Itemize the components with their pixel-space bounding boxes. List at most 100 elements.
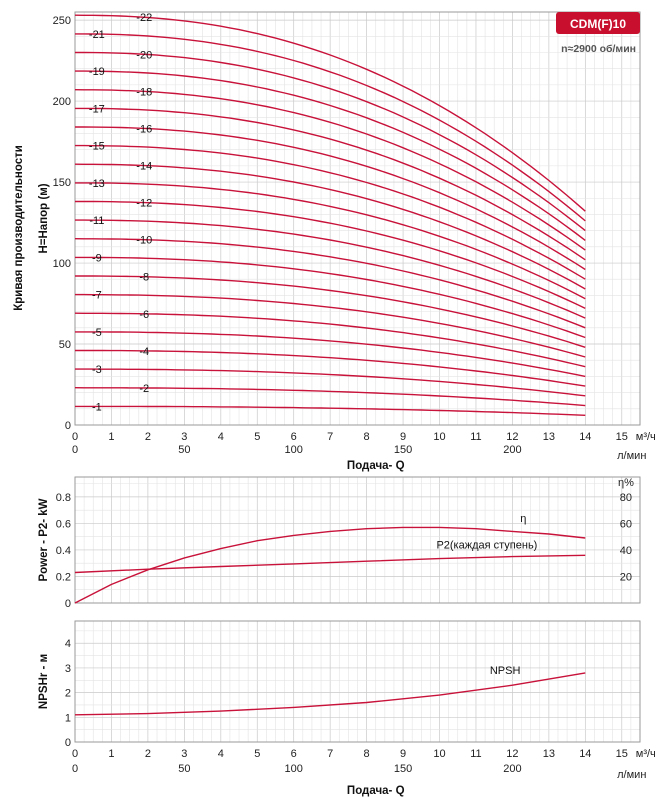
y-tick-label-npsh: 2: [65, 688, 71, 700]
head-curve-5: [75, 331, 586, 378]
head-curve-18: [74, 89, 586, 251]
power-chart-panel: 0 0.2 0.4 0.6 0.8 20 40 60 80 η% Power - P2- kW η P2…: [38, 476, 641, 610]
x-tick-label-lmin: 100: [285, 444, 303, 456]
x-tick-label-m3h: 4: [218, 748, 224, 760]
x-tick-label-m3h: 14: [579, 748, 591, 760]
x-tick-label-lmin: 200: [503, 763, 521, 775]
head-curve-16: [75, 126, 586, 271]
y-axis-title-head: H=Напор (м): [38, 183, 50, 253]
head-curve-label: -4: [139, 346, 149, 358]
x-tick-label-lmin: 150: [394, 763, 412, 775]
x-tick-label-m3h: 12: [506, 431, 518, 443]
plot-frame: [74, 11, 641, 426]
y-tick-label-eta: 80: [620, 492, 632, 504]
x-tick-label-m3h: 14: [579, 431, 591, 443]
x-tick-label-m3h: 8: [364, 431, 370, 443]
x-tick-label-m3h: 7: [327, 748, 333, 760]
x-tick-label-m3h: 13: [543, 431, 555, 443]
head-curve-2: [74, 387, 586, 407]
x-unit-m3h: м³/ч: [636, 431, 656, 443]
head-curve-17: [75, 107, 586, 261]
x-tick-label-lmin: 150: [394, 444, 412, 456]
x-tick-label-m3h: 3: [181, 748, 187, 760]
y-tick-label-eta: 20: [620, 571, 632, 583]
y-tick-label-npsh: 1: [65, 712, 71, 724]
head-curve-14: [74, 163, 586, 290]
npsh-curve: [74, 672, 586, 716]
y-tick-label-head: 250: [53, 15, 71, 27]
head-curve-label: -11: [89, 215, 104, 227]
y-tick-label-power: 0.8: [56, 492, 71, 504]
plot-frame: [74, 620, 641, 743]
x-tick-label-m3h: 2: [145, 431, 151, 443]
y-tick-label-eta: 40: [620, 545, 632, 557]
head-curve-label: -7: [92, 290, 102, 302]
y-tick-label-power: 0.6: [56, 518, 71, 530]
y-tick-label-power: 0.2: [56, 571, 71, 583]
x-tick-label-m3h: 9: [400, 431, 406, 443]
x-tick-label-m3h: 10: [433, 431, 445, 443]
x-axis-title: Подача- Q: [347, 460, 405, 472]
head-curve-label: -20: [136, 49, 152, 61]
head-curve-label: -19: [89, 66, 105, 78]
head-curve-label: -8: [139, 272, 149, 284]
head-curve-label: -14: [136, 161, 152, 173]
x-tick-label-lmin: 0: [72, 763, 78, 775]
x-tick-label-m3h: 11: [470, 748, 481, 760]
x-tick-label-m3h: 0: [72, 748, 78, 760]
performance-curve-side-label: Кривая производительности: [13, 145, 25, 311]
x-tick-label-m3h: 2: [145, 748, 151, 760]
head-curve-9: [75, 256, 586, 339]
efficiency-curve: [74, 526, 586, 604]
power-curve-label: P2(каждая ступень): [436, 540, 537, 552]
head-curve-label: -22: [136, 12, 152, 24]
x-tick-label-lmin: 200: [503, 444, 521, 456]
head-curve-label: -2: [139, 383, 149, 395]
model-badge: CDM(F)10: [556, 12, 640, 34]
head-curve-10: [74, 238, 586, 329]
x-tick-label-m3h: 1: [108, 431, 114, 443]
speed-label: n≈2900 об/мин: [561, 43, 636, 55]
head-curve-1: [75, 405, 586, 416]
x-tick-label-m3h: 6: [291, 431, 297, 443]
x-unit-lmin: л/мин: [617, 769, 646, 781]
x-tick-label-m3h: 7: [327, 431, 333, 443]
y-axis-title-eta: η%: [618, 477, 634, 489]
model-badge-background: [556, 12, 640, 34]
head-curve-label: -15: [89, 141, 105, 153]
head-curve-8: [75, 275, 586, 348]
x-unit-m3h: м³/ч: [636, 748, 656, 760]
head-curve-13: [75, 182, 586, 300]
head-curve-20: [75, 51, 586, 232]
plot-frame: [74, 476, 641, 604]
y-tick-label-head: 200: [53, 96, 71, 108]
x-axis-title: Подача- Q: [347, 785, 405, 797]
head-curve-label: -3: [92, 364, 102, 376]
y-tick-label-npsh: 3: [65, 663, 71, 675]
head-curve-3: [75, 368, 586, 397]
x-unit-lmin: л/мин: [617, 450, 646, 462]
x-tick-label-m3h: 15: [616, 748, 628, 760]
x-tick-label-m3h: 5: [254, 431, 260, 443]
x-tick-label-lmin: 100: [285, 763, 303, 775]
y-tick-label-head: 150: [53, 177, 71, 189]
y-tick-label-power: 0.4: [56, 545, 71, 557]
y-tick-label-head: 0: [65, 420, 71, 432]
head-curve-4: [75, 349, 586, 387]
y-axis-title-power: Power - P2- kW: [38, 498, 50, 581]
x-tick-label-lmin: 0: [72, 444, 78, 456]
y-tick-label-npsh: 4: [65, 638, 71, 650]
head-curve-12: [75, 200, 586, 310]
head-curve-label: -21: [89, 29, 105, 41]
head-curve-label: -16: [136, 123, 152, 135]
x-tick-label-m3h: 5: [254, 748, 260, 760]
x-tick-label-m3h: 1: [108, 748, 114, 760]
x-tick-label-m3h: 11: [470, 431, 481, 443]
y-tick-label-power: 0: [65, 598, 71, 610]
x-tick-label-m3h: 9: [400, 748, 406, 760]
head-curve-15: [75, 144, 586, 280]
model-name: CDM(F)10: [570, 17, 626, 31]
